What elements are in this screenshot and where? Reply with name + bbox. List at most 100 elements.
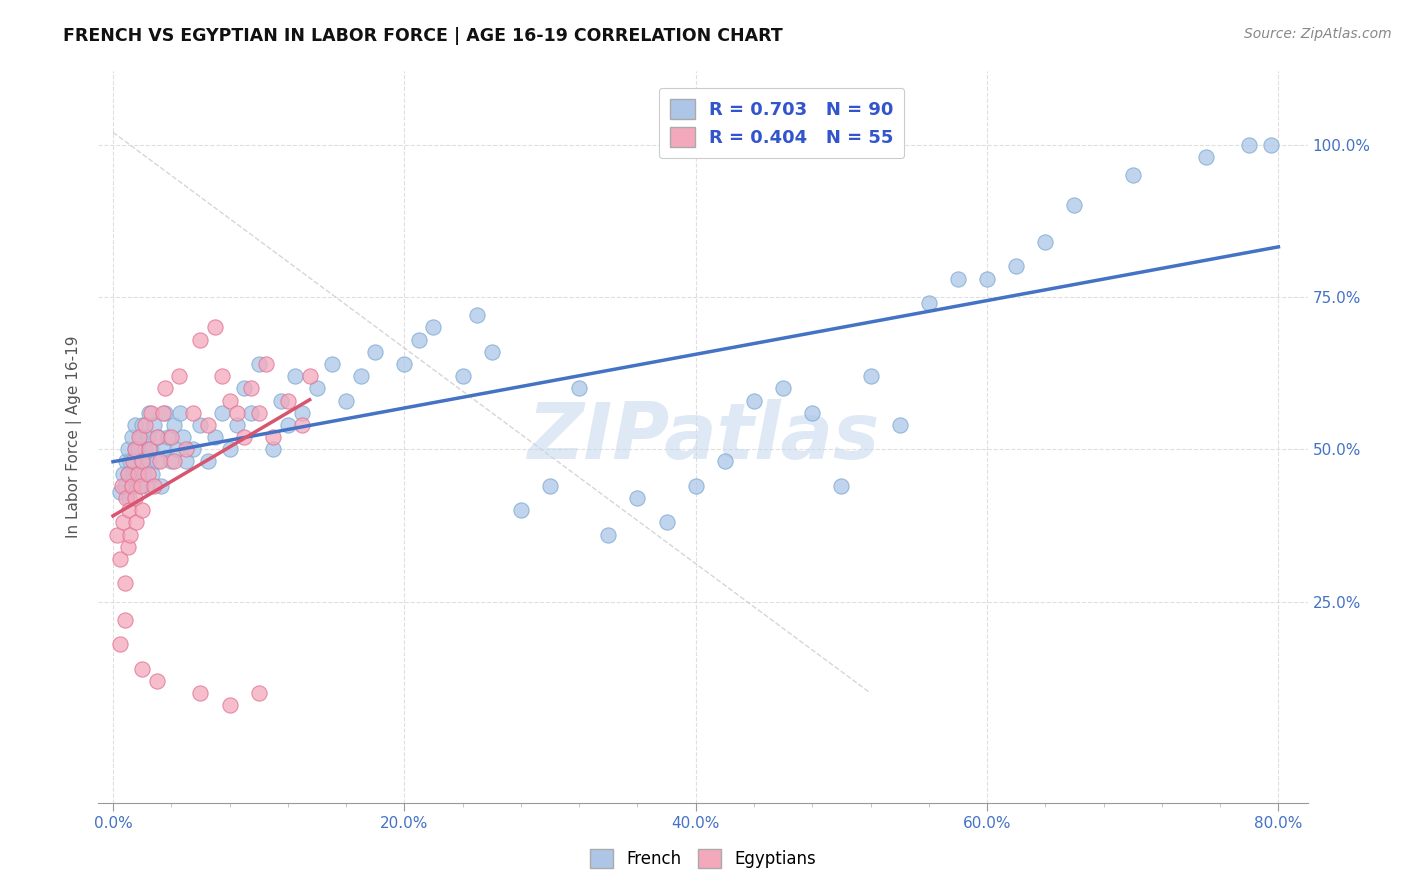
Point	[291, 417, 314, 432]
Point	[149, 454, 172, 468]
Point	[1033, 235, 1056, 249]
Point	[247, 357, 270, 371]
Point	[114, 576, 136, 591]
Point	[169, 406, 191, 420]
Point	[131, 503, 153, 517]
Point	[262, 430, 284, 444]
Point	[110, 637, 132, 651]
Point	[291, 406, 314, 420]
Point	[225, 406, 247, 420]
Point	[157, 430, 180, 444]
Point	[976, 271, 998, 285]
Point	[211, 369, 233, 384]
Point	[160, 430, 183, 444]
Point	[240, 406, 263, 420]
Point	[117, 442, 139, 457]
Point	[284, 369, 307, 384]
Point	[122, 467, 145, 481]
Point	[129, 430, 152, 444]
Point	[204, 430, 226, 444]
Point	[181, 406, 204, 420]
Point	[772, 381, 794, 395]
Point	[714, 454, 737, 468]
Point	[122, 454, 145, 468]
Point	[163, 454, 186, 468]
Point	[190, 686, 212, 700]
Point	[1063, 198, 1085, 212]
Point	[142, 417, 165, 432]
Point	[167, 369, 190, 384]
Point	[135, 479, 157, 493]
Text: ZIPatlas: ZIPatlas	[527, 399, 879, 475]
Point	[129, 479, 152, 493]
Point	[121, 479, 143, 493]
Point	[132, 467, 155, 481]
Point	[204, 320, 226, 334]
Point	[118, 503, 141, 517]
Point	[111, 479, 134, 493]
Point	[118, 491, 141, 505]
Point	[1260, 137, 1282, 152]
Point	[138, 406, 160, 420]
Point	[139, 406, 162, 420]
Point	[136, 467, 159, 481]
Point	[146, 430, 169, 444]
Point	[218, 442, 240, 457]
Point	[305, 381, 328, 395]
Point	[174, 442, 197, 457]
Point	[270, 393, 292, 408]
Point	[121, 479, 143, 493]
Point	[131, 454, 153, 468]
Text: FRENCH VS EGYPTIAN IN LABOR FORCE | AGE 16-19 CORRELATION CHART: FRENCH VS EGYPTIAN IN LABOR FORCE | AGE …	[63, 27, 783, 45]
Point	[918, 296, 941, 310]
Point	[481, 344, 503, 359]
Point	[859, 369, 882, 384]
Point	[247, 406, 270, 420]
Point	[1005, 260, 1028, 274]
Point	[141, 467, 163, 481]
Point	[145, 454, 167, 468]
Point	[124, 417, 146, 432]
Point	[218, 393, 240, 408]
Point	[138, 454, 160, 468]
Point	[298, 369, 321, 384]
Point	[1194, 150, 1216, 164]
Point	[240, 381, 263, 395]
Point	[139, 442, 162, 457]
Point	[112, 516, 135, 530]
Point	[150, 479, 173, 493]
Point	[114, 613, 136, 627]
Point	[134, 442, 156, 457]
Point	[321, 357, 343, 371]
Point	[153, 442, 176, 457]
Point	[110, 552, 132, 566]
Point	[121, 430, 143, 444]
Point	[105, 527, 128, 541]
Point	[233, 430, 256, 444]
Point	[538, 479, 561, 493]
Point	[128, 479, 150, 493]
Point	[598, 527, 620, 541]
Point	[155, 381, 177, 395]
Point	[125, 467, 148, 481]
Point	[197, 454, 219, 468]
Text: Source: ZipAtlas.com: Source: ZipAtlas.com	[1244, 27, 1392, 41]
Point	[142, 479, 165, 493]
Point	[335, 393, 357, 408]
Point	[131, 662, 153, 676]
Point	[801, 406, 824, 420]
Point	[160, 454, 183, 468]
Point	[225, 417, 247, 432]
Point	[131, 454, 153, 468]
Point	[465, 308, 488, 322]
Point	[350, 369, 373, 384]
Point	[117, 467, 139, 481]
Point	[1122, 168, 1144, 182]
Point	[145, 430, 167, 444]
Point	[115, 454, 138, 468]
Point	[190, 417, 212, 432]
Point	[136, 430, 159, 444]
Point	[277, 393, 299, 408]
Point	[117, 467, 139, 481]
Point	[742, 393, 765, 408]
